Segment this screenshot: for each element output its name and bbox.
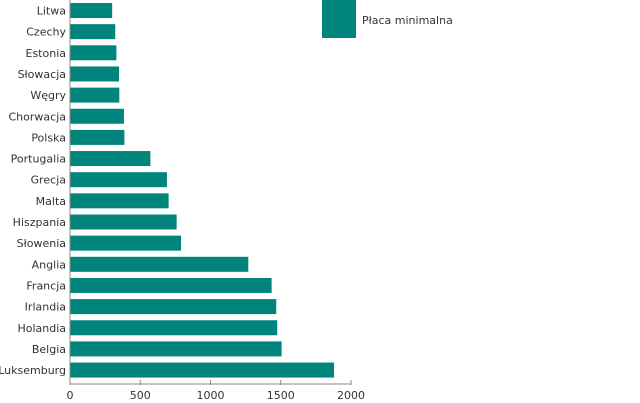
category-label: Słowacja [18, 68, 66, 81]
x-tick-label: 1000 [197, 389, 225, 402]
legend: Płaca minimalna [322, 0, 453, 38]
bar [70, 108, 124, 124]
category-label: Węgry [30, 89, 66, 102]
category-label: Francja [26, 279, 66, 292]
category-label: Holandia [17, 322, 66, 335]
category-label: Chorwacja [9, 110, 67, 123]
category-label: Słowenia [17, 237, 66, 250]
bar [70, 3, 113, 18]
bar [70, 235, 181, 251]
bar [70, 129, 125, 145]
category-label: Litwa [37, 5, 66, 18]
bar [70, 87, 120, 103]
bar [70, 193, 169, 209]
bar [70, 66, 120, 82]
category-label: Estonia [26, 47, 67, 60]
category-label: Portugalia [11, 153, 66, 166]
category-label: Anglia [32, 258, 66, 271]
bar [70, 320, 278, 336]
x-tick-label: 0 [67, 389, 74, 402]
bar [70, 362, 334, 378]
category-label: Irlandia [25, 301, 66, 314]
category-label: Belgia [32, 343, 66, 356]
category-label: Hiszpania [13, 216, 66, 229]
x-tick-label: 2000 [337, 389, 365, 402]
category-label: Malta [36, 195, 66, 208]
category-label: Czechy [26, 26, 66, 39]
x-tick-label: 500 [130, 389, 151, 402]
bar [70, 299, 277, 315]
legend-label: Płaca minimalna [362, 13, 453, 27]
bar [70, 214, 177, 230]
bar [70, 172, 167, 188]
bar [70, 256, 249, 272]
category-label: Grecja [31, 174, 66, 187]
bar [70, 277, 272, 293]
legend-swatch [322, 0, 356, 38]
category-label: Luksemburg [0, 364, 66, 377]
bar [70, 341, 282, 357]
category-label: Polska [31, 131, 66, 144]
x-tick-label: 1500 [267, 389, 295, 402]
bar [70, 151, 151, 167]
bar [70, 24, 116, 40]
bar [70, 45, 117, 61]
